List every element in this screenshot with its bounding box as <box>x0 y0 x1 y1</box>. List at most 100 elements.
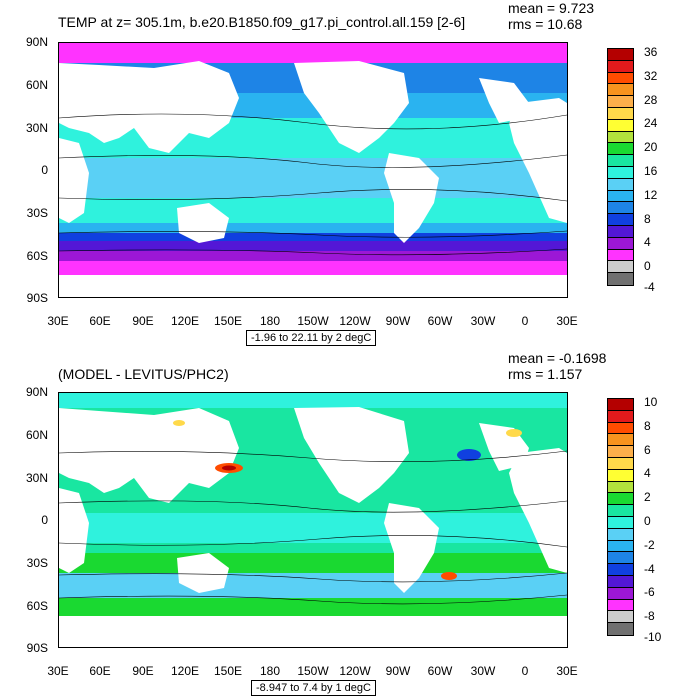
lon-label: 150W <box>297 314 329 328</box>
colorbar-swatch <box>608 505 633 517</box>
colorbar-swatch <box>608 49 633 61</box>
land-north-america <box>294 61 409 153</box>
colorbar-swatch <box>608 72 633 85</box>
colorbar-swatch <box>608 119 633 132</box>
lon-label: 30E <box>556 314 578 328</box>
colorbar-swatch <box>608 84 633 97</box>
band-south-40 <box>59 233 567 241</box>
land-africa-east <box>59 488 89 573</box>
bottom-map-title: (MODEL - LEVITUS/PHC2) <box>58 366 229 382</box>
warmspot-okhotsk <box>173 420 185 426</box>
lon-label: 120W <box>339 314 371 328</box>
colorbar-label: -6 <box>644 585 655 599</box>
lon-label: 90W <box>385 664 411 678</box>
diff-arctic <box>59 393 567 408</box>
land-south-america <box>384 153 439 243</box>
colorbar-label: -4 <box>644 280 655 294</box>
colorbar-swatch <box>608 587 633 600</box>
lat-label: 60S <box>26 599 48 613</box>
colorbar-swatch <box>608 599 633 612</box>
colorbar-swatch <box>608 493 633 506</box>
colorbar-swatch <box>608 575 633 588</box>
warmspot-north-atlantic <box>506 429 522 437</box>
lat-label: 30N <box>25 471 48 485</box>
colorbar-swatch <box>608 422 633 435</box>
band-south-55 <box>59 251 567 261</box>
bottom-map-panel: (MODEL - LEVITUS/PHC2) mean = -0.1698 rm… <box>0 350 700 700</box>
band-south-mid <box>59 223 567 233</box>
lon-label: 180 <box>259 314 281 328</box>
colorbar-swatch <box>608 237 633 250</box>
colorbar-label: 8 <box>644 212 651 226</box>
colorbar-swatch <box>608 166 633 179</box>
lon-label: 30E <box>556 664 578 678</box>
colorbar-swatch <box>608 446 633 458</box>
land-antarctica <box>59 278 567 297</box>
colorbar-swatch <box>608 410 633 423</box>
top-map-graphic <box>59 43 567 297</box>
lon-label: 150E <box>213 314 243 328</box>
top-map-title: TEMP at z= 305.1m, b.e20.B1850.f09_g17.p… <box>58 14 466 30</box>
top-range-note: -1.96 to 22.11 by 2 degC <box>246 330 377 346</box>
coldspot-gulfstream <box>457 449 481 461</box>
lat-label: 90S <box>26 291 48 305</box>
lat-label: 90N <box>25 385 48 399</box>
top-rms-stat: rms = 10.68 <box>508 16 583 32</box>
band-subtropic-s <box>59 198 567 223</box>
lat-label: 60S <box>26 249 48 263</box>
band-equator <box>59 158 567 198</box>
colorbar-label: 0 <box>644 514 651 528</box>
band-south-60 <box>59 261 567 275</box>
colorbar-label: 2 <box>644 490 651 504</box>
colorbar-swatch <box>608 564 633 576</box>
colorbar-label: 6 <box>644 443 651 457</box>
land-africa-europe <box>509 98 567 223</box>
colorbar-label: 32 <box>644 69 658 83</box>
bottom-map-graphic <box>59 393 567 647</box>
colorbar-label: 36 <box>644 45 658 59</box>
colorbar-label: 10 <box>644 395 658 409</box>
lat-label: 0 <box>41 163 48 177</box>
land-africa-east <box>59 138 89 223</box>
land-eurasia <box>59 408 239 503</box>
colorbar-label: 12 <box>644 188 658 202</box>
colorbar-swatch <box>608 516 633 529</box>
colorbar-label: -4 <box>644 562 655 576</box>
land-australia <box>177 203 229 243</box>
colorbar-swatch <box>608 611 633 624</box>
colorbar-swatch <box>608 214 633 226</box>
lon-label: 30W <box>470 664 496 678</box>
bottom-rms-stat: rms = 1.157 <box>508 366 583 382</box>
lon-label: 60W <box>427 314 453 328</box>
lat-label: 90N <box>25 35 48 49</box>
lon-label: 30E <box>47 314 69 328</box>
lat-label: 30S <box>26 206 48 220</box>
colorbar-swatch <box>608 540 633 553</box>
lat-label: 60N <box>25 428 48 442</box>
lon-label: 120W <box>339 664 371 678</box>
lon-label: 90W <box>385 314 411 328</box>
lat-label: 90S <box>26 641 48 655</box>
diff-south-mid <box>59 573 567 598</box>
colorbar-swatch <box>608 273 633 285</box>
land-south-america <box>384 503 439 593</box>
colorbar-label: 4 <box>644 235 651 249</box>
colorbar-swatch <box>608 623 633 635</box>
colorbar-swatch <box>608 131 633 144</box>
top-mean-stat: mean = 9.723 <box>508 0 595 16</box>
colorbar-swatch <box>608 107 633 120</box>
colorbar-swatch <box>608 469 633 482</box>
colorbar-label: 16 <box>644 164 658 178</box>
top-colorbar <box>607 48 634 286</box>
land-eurasia <box>59 61 239 153</box>
lon-label: 0 <box>521 664 529 678</box>
colorbar-label: 4 <box>644 466 651 480</box>
colorbar-label: 28 <box>644 93 658 107</box>
lon-label: 0 <box>521 314 529 328</box>
hotspot-brazil-malvinas <box>441 572 457 580</box>
colorbar-swatch <box>608 249 633 262</box>
lat-label: 60N <box>25 78 48 92</box>
lon-label: 60E <box>89 314 111 328</box>
lat-label: 30N <box>25 121 48 135</box>
land-africa-europe <box>509 448 567 573</box>
